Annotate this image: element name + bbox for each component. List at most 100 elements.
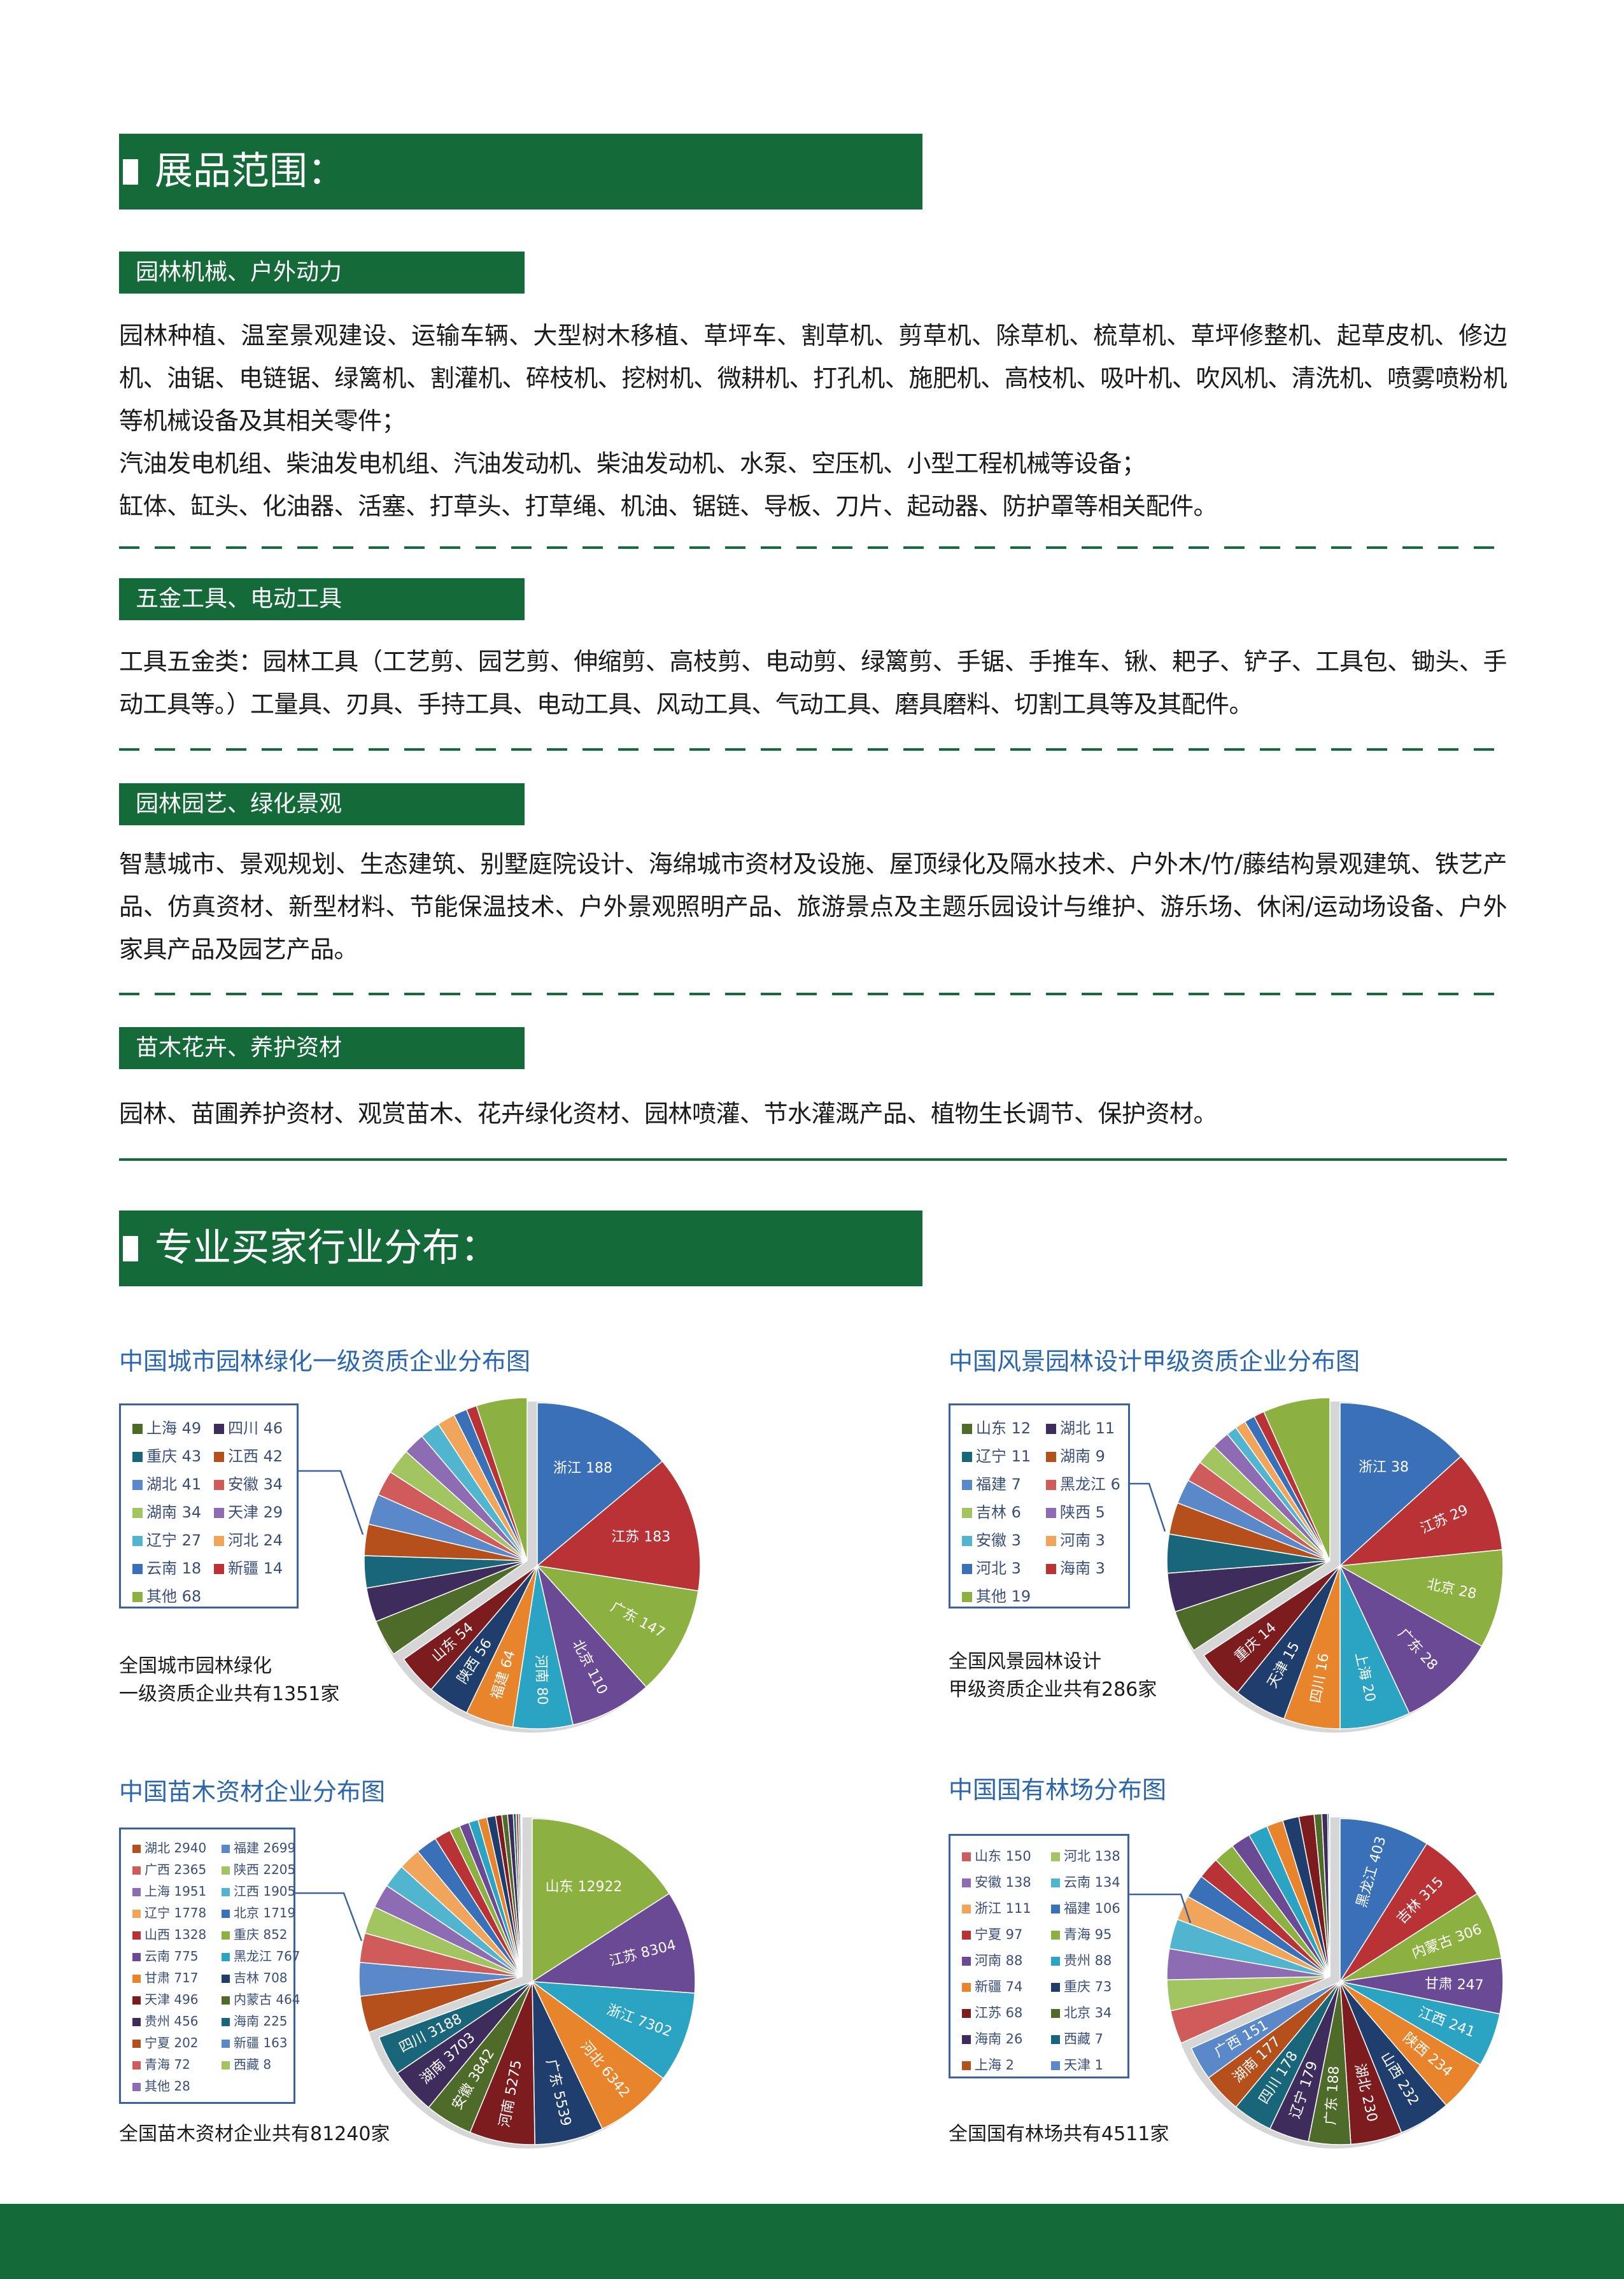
legend-swatch — [132, 1996, 141, 2005]
legend-label: 湖北 2940 — [145, 1840, 207, 1856]
legend-swatch — [1046, 1480, 1056, 1490]
legend-swatch — [222, 1931, 230, 1940]
pie-slice — [521, 1813, 523, 1977]
legend-swatch — [214, 1508, 224, 1518]
legend-swatch — [1051, 2035, 1060, 2044]
legend-swatch — [214, 1536, 224, 1546]
legend-swatch — [214, 1564, 224, 1574]
legend-label: 新疆 14 — [228, 1559, 283, 1577]
paragraph: 智慧城市、景观规划、生态建筑、别墅庭院设计、海绵城市资材及设施、屋顶绿化及隔水技… — [119, 850, 1507, 963]
legend-item: 内蒙古 464 — [222, 1989, 300, 2010]
legend-item: 新疆 14 — [214, 1554, 283, 1582]
pie-slice — [532, 1981, 665, 2130]
legend-swatch — [1046, 1536, 1056, 1546]
legend-label: 浙江 111 — [975, 1901, 1031, 1916]
chart-title: 中国苗木资材企业分布图 — [119, 1778, 386, 1806]
chart-legend: 上海 49 四川 46 重庆 43 江西 42 湖北 41 安徽 34 湖南 34 天津 29… — [119, 1403, 299, 1608]
legend-label: 其他 19 — [976, 1587, 1031, 1605]
legend-swatch — [962, 1983, 971, 1992]
legend-label: 四川 46 — [228, 1419, 283, 1437]
chart-caption: 全国风景园林设计 甲级资质企业共有286家 — [949, 1648, 1157, 1704]
pie-slice — [1339, 1565, 1410, 1729]
legend-swatch — [222, 2061, 230, 2070]
pie-slice — [537, 1402, 663, 1567]
chart-caption: 全国苗木资材企业共有81240家 — [119, 2120, 390, 2148]
legend-swatch — [962, 1424, 972, 1434]
legend-item: 江苏 68 — [962, 2000, 1022, 2026]
legend-item: 吉林 708 — [222, 1967, 288, 1989]
legend-swatch — [132, 1953, 141, 1961]
legend-label: 江西 42 — [228, 1447, 283, 1465]
paragraph: 工具五金类：园林工具（工艺剪、园艺剪、伸缩剪、高枝剪、电动剪、绿篱剪、手锯、手推… — [119, 648, 1507, 718]
pie-slice — [1338, 1549, 1504, 1647]
legend-swatch — [222, 1866, 230, 1875]
pie-slice — [1203, 1565, 1341, 1693]
legend-item: 安徽 3 — [962, 1526, 1021, 1554]
pie-slice — [536, 1460, 701, 1592]
legend-item: 辽宁 1778 — [132, 1902, 206, 1924]
legend-swatch — [1046, 1508, 1056, 1518]
legend-label: 吉林 708 — [234, 1970, 288, 1985]
legend-swatch — [1051, 1878, 1060, 1887]
caption-line: 全国苗木资材企业共有81240家 — [119, 2123, 390, 2145]
legend-swatch — [962, 1957, 971, 1966]
legend-swatch — [132, 2083, 141, 2091]
exhibit-scope-header: 展品范围： — [119, 134, 922, 209]
legend-item: 河南 88 — [962, 1948, 1022, 1974]
legend-swatch — [132, 1480, 143, 1490]
legend-item: 新疆 74 — [962, 1974, 1022, 2000]
legend-item: 云南 18 — [132, 1554, 201, 1582]
legend-label: 青海 95 — [1064, 1927, 1112, 1942]
legend-swatch — [962, 1452, 972, 1462]
legend-item: 重庆 43 — [132, 1442, 201, 1470]
legend-item: 上海 49 — [132, 1414, 201, 1442]
pie-slice — [1190, 1981, 1341, 2079]
dashed-divider — [119, 748, 1507, 751]
legend-item: 云南 134 — [1051, 1870, 1120, 1896]
legend-item: 天津 29 — [214, 1498, 283, 1526]
paragraph: 园林、苗圃养护资材、观赏苗木、花卉绿化资材、园林喷灌、节水灌溉产品、植物生长调节… — [119, 1100, 1218, 1128]
legend-swatch — [962, 1905, 971, 1913]
legend-swatch — [962, 2035, 971, 2044]
legend-item: 其他 68 — [132, 1582, 201, 1610]
legend-swatch — [1051, 1852, 1060, 1861]
pie-slice — [530, 1892, 696, 1994]
legend-item: 北京 34 — [1051, 2000, 1112, 2026]
legend-label: 重庆 73 — [1064, 1979, 1112, 1994]
legend-swatch — [962, 1931, 971, 1940]
footer-bar — [0, 2204, 1624, 2279]
legend-swatch — [132, 2061, 141, 2070]
legend-label: 辽宁 11 — [976, 1447, 1031, 1465]
pie-slice — [532, 1818, 670, 1983]
legend-item: 辽宁 27 — [132, 1526, 201, 1554]
legend-leader-line — [295, 1892, 363, 1942]
legend-item: 甘肃 717 — [132, 1967, 199, 1989]
legend-label: 湖北 11 — [1060, 1419, 1115, 1437]
legend-item: 西藏 7 — [1051, 2026, 1103, 2052]
legend-item: 云南 775 — [132, 1945, 199, 1967]
legend-label: 西藏 8 — [234, 2057, 272, 2072]
legend-item: 湖北 2940 — [132, 1837, 206, 1859]
legend-item: 湖南 9 — [1046, 1442, 1105, 1470]
legend-swatch — [132, 1424, 143, 1434]
legend-label: 重庆 852 — [234, 1927, 288, 1942]
legend-label: 重庆 43 — [146, 1447, 202, 1465]
legend-item: 山东 12 — [962, 1414, 1031, 1442]
chart-legend: 山东 12 湖北 11 辽宁 11 湖南 9 福建 7 黑龙江 6 吉林 6 陕西 5 安徽 3… — [949, 1403, 1130, 1608]
legend-item: 河北 138 — [1051, 1843, 1120, 1870]
legend-swatch — [222, 1845, 230, 1853]
legend-label: 福建 2699 — [234, 1840, 296, 1856]
legend-item: 黑龙江 6 — [1046, 1470, 1120, 1498]
category-heading: 园林园艺、绿化景观 — [119, 783, 525, 825]
caption-line: 全国城市园林绿化 — [119, 1655, 272, 1677]
legend-item: 上海 1951 — [132, 1880, 206, 1902]
legend-item: 上海 2 — [962, 2052, 1014, 2078]
legend-label: 云南 775 — [145, 1949, 199, 1964]
category-description: 园林种植、温室景观建设、运输车辆、大型树木移植、草坪车、割草机、剪草机、除草机、… — [119, 315, 1507, 528]
legend-item: 江西 42 — [214, 1442, 283, 1470]
legend-item: 河南 3 — [1046, 1526, 1105, 1554]
legend-label: 河南 3 — [1060, 1531, 1105, 1549]
pie-slice — [403, 1565, 538, 1691]
legend-label: 福建 106 — [1064, 1901, 1120, 1916]
